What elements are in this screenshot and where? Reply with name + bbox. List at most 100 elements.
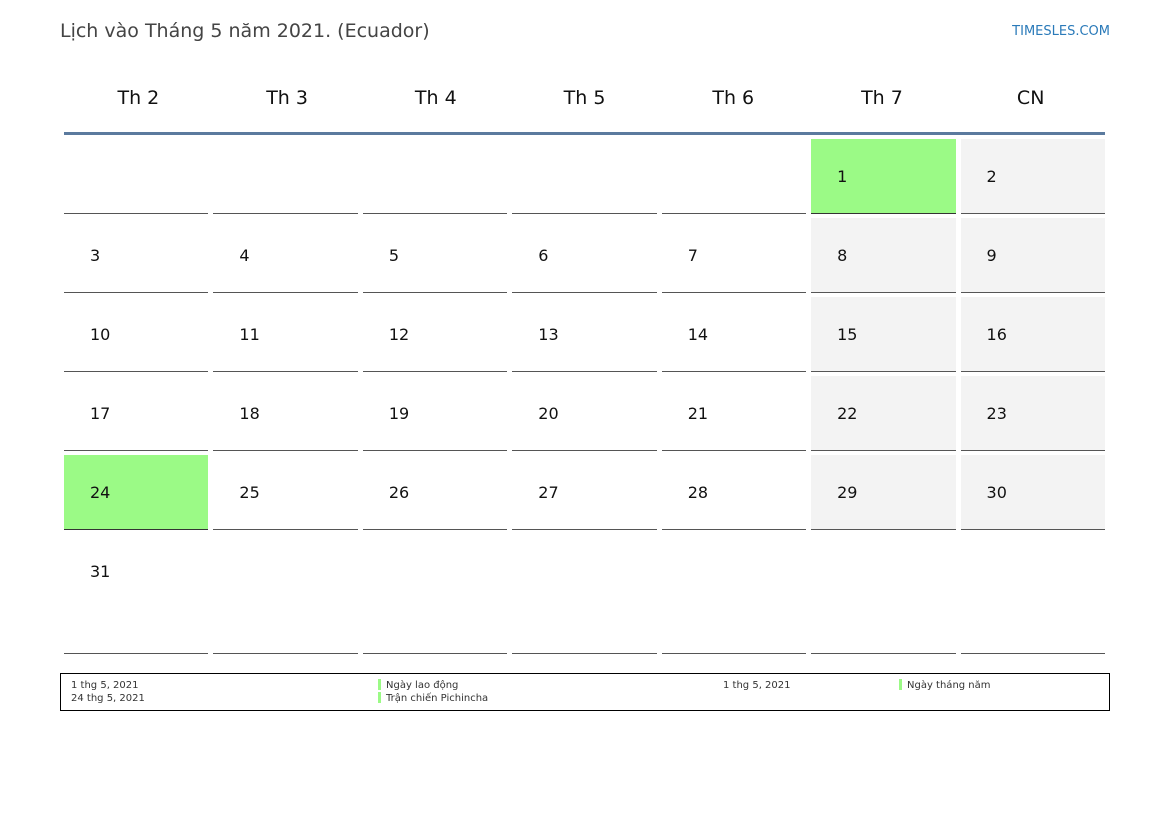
page-title: Lịch vào Tháng 5 năm 2021. (Ecuador) [60, 20, 430, 42]
day-number: 25 [239, 483, 260, 502]
day-number: 4 [239, 246, 250, 265]
empty-day-cell [213, 534, 358, 654]
day-number: 6 [538, 246, 549, 265]
day-number: 29 [837, 483, 858, 502]
weekday-fri: Th 6 [712, 87, 755, 109]
day-cell[interactable]: 15 [811, 297, 956, 372]
day-number: 28 [687, 483, 709, 502]
empty-day-cell [811, 534, 956, 654]
day-cell[interactable]: 13 [512, 297, 657, 372]
day-number: 8 [837, 246, 848, 265]
day-number: 13 [538, 325, 559, 344]
legend-holiday-name: Ngày lao động [386, 680, 459, 691]
day-cell[interactable]: 31 [64, 534, 209, 654]
day-cell[interactable]: 10 [64, 297, 209, 372]
day-cell[interactable]: 12 [362, 297, 508, 372]
day-number: 20 [538, 404, 559, 423]
legend-entry: Ngày lao động [378, 679, 458, 692]
day-number: 2 [986, 167, 997, 186]
empty-day-cell [960, 534, 1105, 654]
legend-entry: Ngày tháng năm [899, 679, 991, 692]
holiday-legend: 1 thg 5, 2021 24 thg 5, 2021 Ngày lao độ… [60, 673, 1110, 711]
empty-day-cell [64, 139, 209, 214]
empty-day-cell [661, 139, 807, 214]
empty-day-cell [661, 534, 807, 654]
weekday-sun: CN [1016, 87, 1045, 109]
empty-day-cell [512, 534, 657, 654]
day-cell[interactable]: 3 [64, 218, 209, 293]
weekday-wed: Th 4 [414, 87, 457, 109]
holiday-color-marker [899, 679, 902, 690]
empty-day-cell [512, 139, 657, 214]
empty-day-cell [362, 534, 508, 654]
day-cell[interactable]: 22 [811, 376, 956, 451]
weekday-sat: Th 7 [861, 87, 903, 109]
day-cell[interactable]: 2 [960, 139, 1105, 214]
day-cell[interactable]: 8 [811, 218, 956, 293]
legend-holiday-name: Ngày tháng năm [907, 680, 991, 691]
calendar-week-row: 24 25 26 27 28 29 30 [64, 455, 1105, 530]
day-number: 27 [538, 483, 559, 502]
day-cell[interactable]: 24 [64, 455, 209, 530]
day-cell[interactable]: 25 [213, 455, 358, 530]
day-cell[interactable]: 5 [362, 218, 508, 293]
day-cell[interactable]: 1 [811, 139, 956, 214]
legend-date: 24 thg 5, 2021 [71, 693, 145, 704]
day-cell[interactable]: 9 [960, 218, 1105, 293]
day-cell[interactable]: 29 [811, 455, 956, 530]
day-cell[interactable]: 26 [362, 455, 508, 530]
day-cell[interactable]: 19 [362, 376, 508, 451]
calendar-week-row: 3 4 5 6 7 8 9 [64, 218, 1105, 293]
day-number: 31 [90, 562, 111, 581]
day-number: 24 [90, 483, 111, 502]
day-cell[interactable]: 21 [661, 376, 807, 451]
legend-entry: Trận chiến Pichincha [378, 692, 488, 705]
day-number: 26 [388, 483, 410, 502]
weekday-mon: Th 2 [117, 87, 160, 109]
day-cell[interactable]: 11 [213, 297, 358, 372]
day-cell[interactable]: 7 [661, 218, 807, 293]
day-cell[interactable]: 23 [960, 376, 1105, 451]
legend-holiday-name: Trận chiến Pichincha [386, 693, 489, 704]
day-cell[interactable]: 4 [213, 218, 358, 293]
day-cell[interactable]: 27 [512, 455, 657, 530]
day-cell[interactable]: 20 [512, 376, 657, 451]
day-number: 10 [90, 325, 111, 344]
day-cell[interactable]: 30 [960, 455, 1105, 530]
day-cell[interactable]: 6 [512, 218, 657, 293]
day-cell[interactable]: 28 [661, 455, 807, 530]
legend-date: 1 thg 5, 2021 [71, 680, 139, 691]
day-cell[interactable]: 17 [64, 376, 209, 451]
day-cell[interactable]: 14 [661, 297, 807, 372]
calendar-weeks: 1 2 3 4 5 6 7 8 9 10 11 12 13 14 15 16 17 18 19 20 21 22 23 24 2… [64, 139, 1105, 654]
holiday-color-marker [378, 692, 381, 703]
weekday-thu: Th 5 [563, 87, 606, 109]
day-number: 17 [90, 404, 111, 423]
day-number: 19 [388, 404, 410, 423]
day-number: 18 [239, 404, 260, 423]
empty-day-cell [362, 139, 508, 214]
day-cell[interactable]: 16 [960, 297, 1105, 372]
day-number: 1 [837, 167, 848, 186]
day-number: 5 [388, 246, 400, 265]
day-number: 11 [239, 325, 260, 344]
calendar-week-row: 31 [64, 534, 1105, 654]
empty-day-cell [213, 139, 358, 214]
day-number: 21 [687, 404, 709, 423]
weekday-tue: Th 3 [266, 87, 308, 109]
brand-link[interactable]: TIMESLES.COM [1012, 24, 1110, 39]
day-number: 16 [986, 325, 1007, 344]
day-number: 15 [837, 325, 858, 344]
calendar-week-row: 17 18 19 20 21 22 23 [64, 376, 1105, 451]
day-number: 30 [986, 483, 1007, 502]
legend-date: 1 thg 5, 2021 [723, 680, 791, 691]
day-number: 7 [687, 246, 698, 265]
day-number: 12 [388, 325, 410, 344]
day-number: 9 [986, 246, 997, 265]
calendar-week-row: 10 11 12 13 14 15 16 [64, 297, 1105, 372]
day-number: 22 [837, 404, 858, 423]
weekday-header: Th 2 Th 3 Th 4 Th 5 Th 6 Th 7 CN [64, 70, 1105, 135]
day-cell[interactable]: 18 [213, 376, 358, 451]
